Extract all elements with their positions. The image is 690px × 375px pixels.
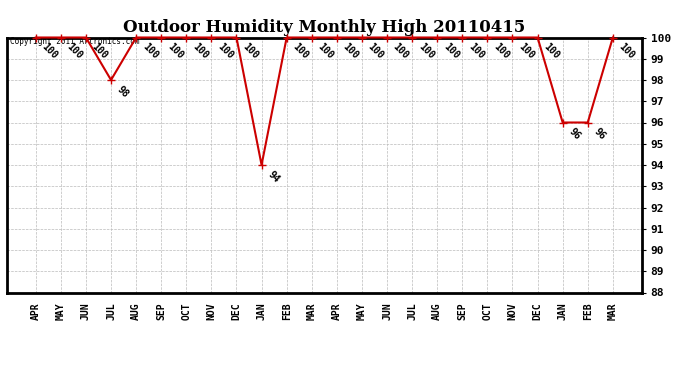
Text: 100: 100: [65, 42, 85, 61]
Text: 100: 100: [416, 42, 436, 61]
Text: 100: 100: [617, 42, 637, 61]
Text: 100: 100: [316, 42, 335, 61]
Text: 100: 100: [166, 42, 185, 61]
Text: 100: 100: [442, 42, 461, 61]
Title: Outdoor Humidity Monthly High 20110415: Outdoor Humidity Monthly High 20110415: [124, 19, 525, 36]
Text: 100: 100: [241, 42, 260, 61]
Text: 100: 100: [466, 42, 486, 61]
Text: 96: 96: [566, 127, 582, 142]
Text: 100: 100: [517, 42, 536, 61]
Text: 100: 100: [140, 42, 160, 61]
Text: 100: 100: [366, 42, 386, 61]
Text: 100: 100: [542, 42, 561, 61]
Text: 100: 100: [215, 42, 235, 61]
Text: Copyright 2011 Artronics.com: Copyright 2011 Artronics.com: [10, 38, 139, 46]
Text: 94: 94: [266, 169, 281, 184]
Text: 100: 100: [190, 42, 210, 61]
Text: 96: 96: [592, 127, 607, 142]
Text: 98: 98: [115, 84, 130, 99]
Text: 100: 100: [341, 42, 361, 61]
Text: 100: 100: [90, 42, 110, 61]
Text: 100: 100: [290, 42, 310, 61]
Text: 100: 100: [40, 42, 59, 61]
Text: 100: 100: [491, 42, 511, 61]
Text: 100: 100: [391, 42, 411, 61]
